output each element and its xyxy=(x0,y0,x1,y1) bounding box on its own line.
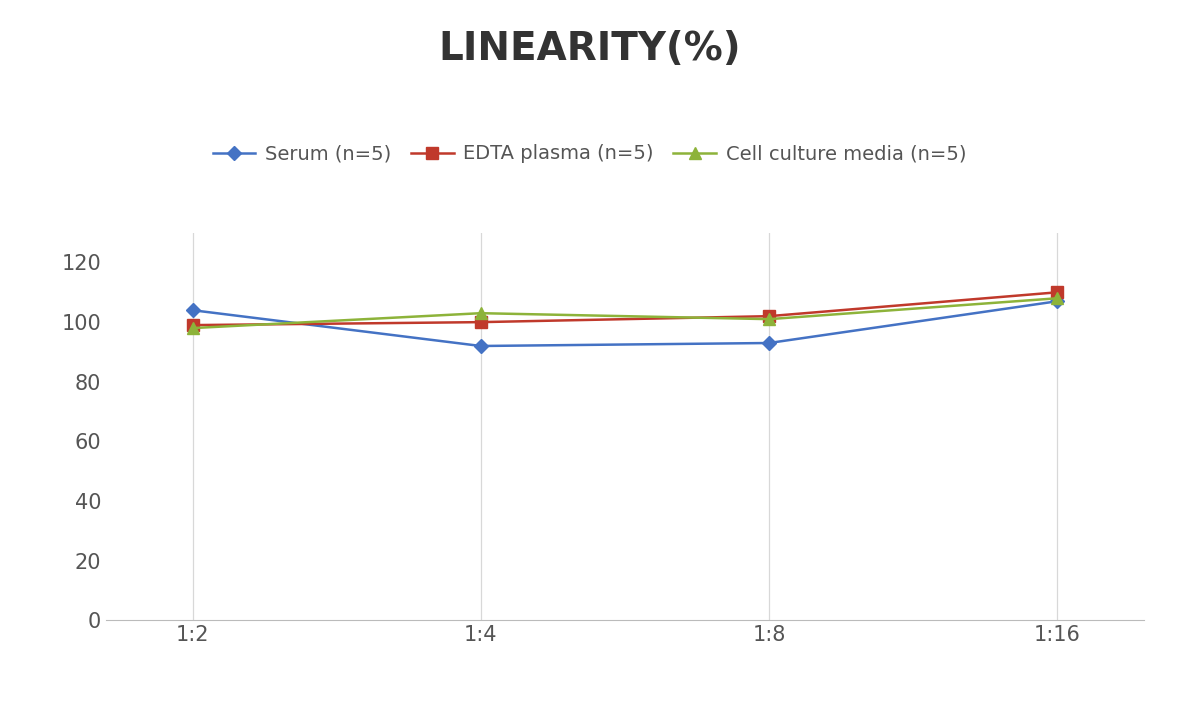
Text: LINEARITY(%): LINEARITY(%) xyxy=(439,30,740,68)
Legend: Serum (n=5), EDTA plasma (n=5), Cell culture media (n=5): Serum (n=5), EDTA plasma (n=5), Cell cul… xyxy=(205,137,974,171)
